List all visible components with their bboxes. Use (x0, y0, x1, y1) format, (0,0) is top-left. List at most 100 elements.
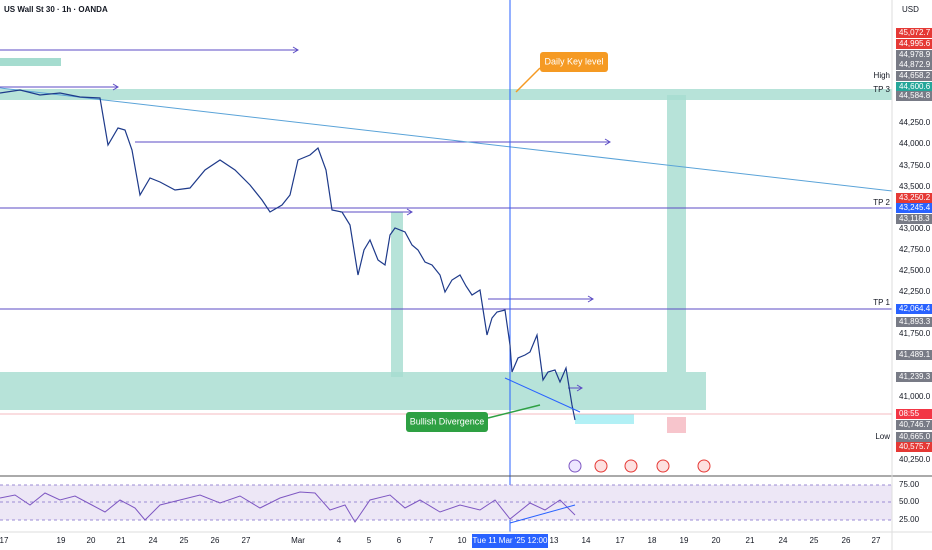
callout-text: Daily Key level (544, 56, 603, 66)
price-tag-text: 42,064.4 (899, 304, 931, 313)
price-series (0, 89, 576, 421)
zone (575, 414, 634, 424)
callout (406, 412, 488, 432)
currency: USD (902, 5, 919, 14)
price-tag-text: 43,245.4 (899, 203, 931, 212)
level-label: TP 3 (873, 85, 890, 94)
date-label: 24 (149, 536, 158, 545)
price-tag (896, 442, 932, 452)
date-label: 26 (211, 536, 220, 545)
date-label: 25 (810, 536, 819, 545)
rsi-label: 75.00 (899, 480, 920, 489)
level-label: Low (875, 432, 890, 441)
price-label: 42,750.0 (899, 245, 931, 254)
date-label: 27 (872, 536, 881, 545)
date-label: 27 (242, 536, 251, 545)
date-label: 5 (367, 536, 372, 545)
price-label: 43,750.0 (899, 161, 931, 170)
price-tag (896, 409, 932, 419)
levels (0, 46, 892, 392)
date-label: 17 (616, 536, 625, 545)
price-tag-text: 44,584.8 (899, 91, 931, 100)
price-tag-text: 44,995.6 (899, 39, 931, 48)
price-tag-text: 44,872.9 (899, 60, 931, 69)
price-tag (896, 193, 932, 203)
rsi-label: 50.00 (899, 497, 920, 506)
date-label: 24 (779, 536, 788, 545)
crosshair-date: Tue 11 Mar '25 12:00 (473, 536, 548, 545)
price-label: 42,250.0 (899, 287, 931, 296)
stop-box (667, 417, 686, 433)
price-label: 40,250.0 (899, 455, 931, 464)
price-tag-text: 45,072.7 (899, 28, 931, 37)
rsi-label: 25.00 (899, 515, 920, 524)
price-tag-text: 41,893.3 (899, 317, 931, 326)
price-tag (896, 350, 932, 360)
price-tag-text: 08:55 (899, 409, 920, 418)
rsi-line (0, 491, 576, 523)
level-label: TP 2 (873, 198, 890, 207)
date-label: 13 (550, 536, 559, 545)
zone (391, 212, 403, 377)
level-label: TP 1 (873, 298, 890, 307)
trendline (0, 87, 893, 192)
rsi-levels (0, 484, 892, 521)
price-tag-text: 40,575.7 (899, 442, 931, 451)
price-label: 44,000.0 (899, 139, 931, 148)
price-tag (896, 317, 932, 327)
price-tag-text: 43,118.3 (899, 214, 930, 223)
price-tag (896, 420, 932, 430)
zone (0, 58, 61, 66)
price-tag-text: 40,746.7 (899, 420, 931, 429)
price-tag (896, 372, 932, 382)
price-tag-text: 41,489.1 (899, 350, 931, 359)
price-tag (896, 304, 932, 314)
price-label: 44,250.0 (899, 118, 931, 127)
date-label: 25 (180, 536, 189, 545)
target-box (667, 95, 686, 372)
date-label: 20 (712, 536, 721, 545)
price-tag (896, 214, 932, 224)
date-label: 19 (57, 536, 66, 545)
date-label: 6 (397, 536, 402, 545)
symbol-title: US Wall St 30 · 1h · OANDA (4, 5, 108, 14)
price-tag-text: 41,239.3 (899, 372, 931, 381)
callout-text: Bullish Divergence (410, 416, 485, 426)
price-tag (896, 39, 932, 49)
price-label: 41,750.0 (899, 329, 931, 338)
date-label: 10 (458, 536, 467, 545)
price-tag-text: 44,658.2 (899, 71, 931, 80)
price-tag (896, 60, 932, 70)
crosshair-date-box (472, 534, 548, 548)
rsi-divergence (509, 504, 576, 524)
date-label: Mar (291, 536, 305, 545)
event-icons (568, 459, 711, 473)
price-tag-text: 43,250.2 (899, 193, 931, 202)
date-label: 17 (0, 536, 9, 545)
date-label: 21 (746, 536, 755, 545)
date-label: 4 (337, 536, 342, 545)
date-label: 18 (648, 536, 657, 545)
callout-pointer (487, 404, 541, 419)
zone (0, 89, 892, 100)
price-tag-text: 44,978.9 (899, 50, 931, 59)
price-label: 43,500.0 (899, 182, 931, 191)
price-label: 43,000.0 (899, 224, 931, 233)
price-label: 41,000.0 (899, 392, 931, 401)
price-tag (896, 432, 932, 442)
date-label: 14 (582, 536, 591, 545)
date-label: 7 (429, 536, 434, 545)
price-tag-text: 44,600.6 (899, 82, 931, 91)
level-label: High (874, 71, 890, 80)
price-label: 42,500.0 (899, 266, 931, 275)
date-label: 21 (117, 536, 126, 545)
divergence-line (504, 377, 581, 413)
price-tag (896, 71, 932, 81)
price-tag (896, 50, 932, 60)
zone (0, 372, 706, 410)
callout (540, 52, 608, 72)
callout-pointer (515, 67, 541, 93)
price-tag-text: 40,665.0 (899, 432, 931, 441)
